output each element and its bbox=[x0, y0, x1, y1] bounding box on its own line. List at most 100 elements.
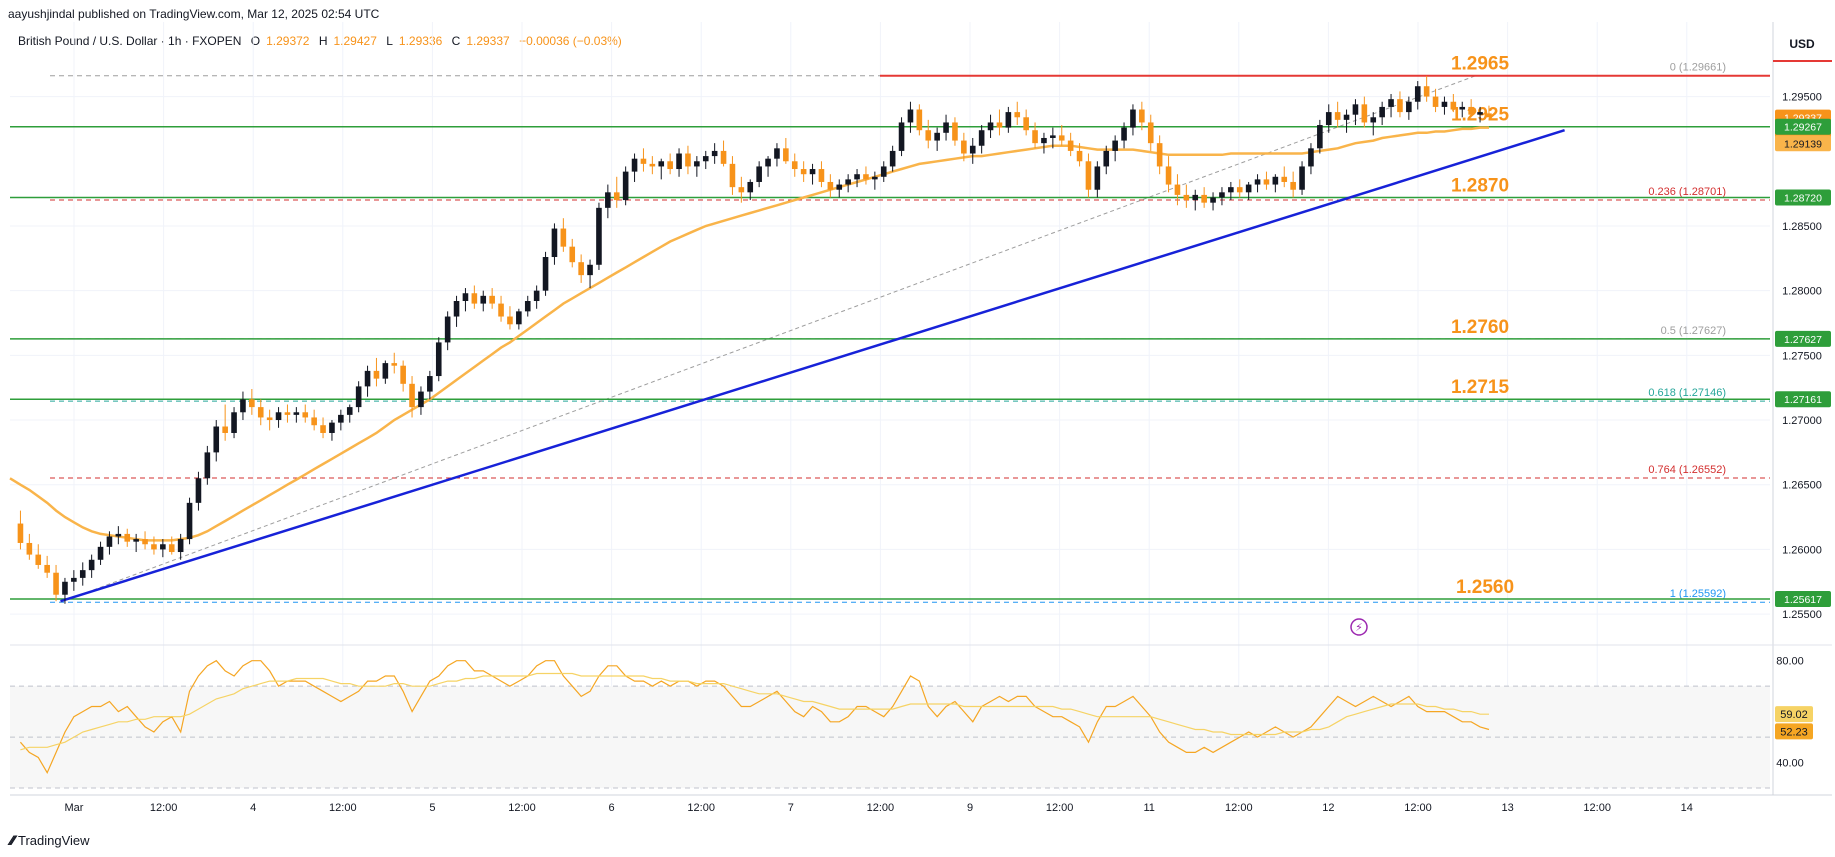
candle bbox=[364, 365, 371, 397]
candle bbox=[1432, 88, 1439, 113]
candle-body bbox=[613, 192, 620, 201]
candle bbox=[1361, 96, 1368, 128]
candle-body bbox=[79, 570, 86, 578]
candle-body bbox=[1228, 187, 1234, 193]
rsi-badge-text: 59.02 bbox=[1780, 709, 1808, 721]
candle-body bbox=[738, 187, 745, 193]
price-badge bbox=[1775, 590, 1831, 607]
candle-body bbox=[320, 425, 326, 433]
candle-body bbox=[124, 533, 131, 542]
candle bbox=[907, 101, 914, 133]
candle bbox=[658, 158, 665, 180]
rsi-tick-label: 80.00 bbox=[1776, 656, 1804, 668]
candle-body bbox=[338, 414, 344, 423]
candle-body bbox=[240, 399, 246, 413]
candle bbox=[969, 137, 976, 164]
fib-label: 0.5 (1.27627) bbox=[1661, 325, 1726, 337]
fib-label: 0 (1.29661) bbox=[1670, 62, 1726, 74]
candle-body bbox=[1450, 101, 1457, 110]
candle-body bbox=[168, 544, 175, 553]
candle bbox=[925, 119, 932, 149]
candle bbox=[676, 148, 682, 177]
candle-body bbox=[1032, 130, 1038, 144]
candle bbox=[240, 391, 246, 421]
candle bbox=[889, 145, 896, 172]
candle-body bbox=[1432, 96, 1439, 107]
level-label: 1.2965 bbox=[1451, 54, 1510, 75]
candle bbox=[338, 409, 344, 431]
rsi-badge bbox=[1775, 723, 1813, 740]
candle bbox=[462, 288, 469, 312]
candle bbox=[1486, 105, 1492, 118]
candle bbox=[435, 337, 442, 382]
candle bbox=[471, 285, 478, 309]
candle bbox=[818, 161, 825, 188]
candle bbox=[596, 202, 602, 270]
candle-body bbox=[783, 148, 789, 162]
candle bbox=[836, 179, 843, 198]
candle-body bbox=[1192, 194, 1199, 201]
candle-body bbox=[489, 295, 495, 304]
candle-body bbox=[373, 370, 380, 379]
candle bbox=[1174, 174, 1181, 206]
candle bbox=[168, 536, 175, 555]
candle bbox=[302, 404, 309, 423]
candle-body bbox=[1121, 127, 1127, 141]
candle bbox=[1032, 122, 1038, 149]
lightning-icon bbox=[1350, 618, 1368, 636]
candle bbox=[35, 544, 42, 569]
candle bbox=[1308, 143, 1314, 175]
candle-body bbox=[329, 422, 335, 433]
candle bbox=[1050, 127, 1056, 149]
candle bbox=[872, 171, 878, 190]
candle bbox=[961, 132, 967, 162]
tradingview-logo-icon: ⁄⁄⁄ bbox=[10, 832, 15, 848]
candle bbox=[346, 404, 353, 423]
candle bbox=[409, 376, 415, 418]
candle bbox=[115, 526, 122, 545]
price-tick-label: 1.27500 bbox=[1782, 350, 1822, 362]
candle bbox=[524, 295, 531, 317]
candle bbox=[729, 156, 736, 195]
candle-body bbox=[106, 536, 113, 547]
candles bbox=[17, 75, 1492, 604]
candle bbox=[391, 352, 398, 374]
fib-retracement[interactable]: 0 (1.29661) 0.236 (1.28701) 0.5 (1.27627) 0… bbox=[50, 62, 1770, 603]
candle-body bbox=[480, 295, 487, 304]
candle-body bbox=[435, 342, 442, 377]
candle bbox=[1459, 101, 1466, 118]
moving-average bbox=[9, 126, 1489, 542]
candle bbox=[1147, 114, 1154, 151]
candle-body bbox=[97, 546, 104, 560]
time-tick-label: 11 bbox=[1143, 802, 1154, 814]
candle bbox=[1281, 166, 1288, 188]
candle-body bbox=[1263, 179, 1270, 185]
candle bbox=[1201, 187, 1207, 208]
candle-body bbox=[1210, 197, 1216, 203]
candle bbox=[587, 259, 593, 289]
candle-body bbox=[418, 391, 424, 408]
candle bbox=[1130, 104, 1136, 136]
candle bbox=[898, 117, 905, 157]
candle-body bbox=[1423, 86, 1430, 97]
candle bbox=[400, 360, 406, 392]
candle bbox=[1023, 109, 1029, 136]
price-badge-text: 1.29267 bbox=[1784, 122, 1822, 134]
price-badges: 1.29337+2.63%05:521.292671.291391.287201… bbox=[1775, 109, 1831, 607]
candle-body bbox=[222, 426, 228, 433]
candle bbox=[1156, 135, 1163, 175]
candle bbox=[1254, 174, 1261, 193]
candle-body bbox=[854, 174, 860, 180]
footer-brand[interactable]: ⁄⁄⁄ TradingView bbox=[10, 832, 90, 848]
candle bbox=[1236, 179, 1243, 198]
candle-body bbox=[1023, 117, 1029, 131]
candle bbox=[257, 399, 264, 426]
candle bbox=[311, 409, 317, 431]
candle bbox=[275, 407, 282, 428]
candle bbox=[222, 404, 228, 441]
trendline[interactable] bbox=[60, 129, 1565, 603]
candle-body bbox=[1067, 140, 1074, 151]
candle bbox=[1263, 171, 1270, 190]
